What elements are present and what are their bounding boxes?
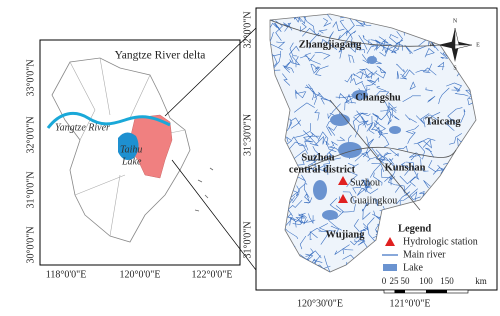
y-tick-label: 31°0'0"N [25,171,36,208]
station-label: Suzhou [350,177,380,188]
scale-label: 0 [382,276,387,286]
scale-label: 50 [401,276,411,286]
district-label: Suzhou [301,152,334,163]
scale-unit: km [475,276,487,286]
place-label: Kunshan [385,162,426,173]
compass [438,27,473,62]
lake [389,126,401,134]
lake [313,180,327,200]
lake [367,56,377,64]
scale-label: 100 [419,276,433,286]
place-label: Taicang [425,116,461,127]
connector [164,27,257,117]
compass-label: W [429,42,435,48]
compass-label: S [453,65,456,71]
lake-label: Taihu [120,144,142,155]
station-marker [338,176,348,185]
yangtze-river [46,111,171,129]
scale-bar [383,289,469,294]
station-label: Guajingkou [350,195,397,206]
taihu-lake [118,132,139,160]
district-borders [269,19,457,211]
legend-label: Hydrologic station [403,236,478,247]
river-label: Yangtze River [55,122,110,133]
place-label: Changshu [355,92,401,103]
y-tick-label: 33°0'0"N [25,59,36,96]
scale-label: 150 [440,276,454,286]
x-tick-label: 120°30'0"E [297,298,343,309]
scale-label: 25 [390,276,400,286]
study-area [269,13,477,273]
y-tick-label: 32°0'0"N [25,116,36,153]
x-tick-label: 118°0'0"E [46,269,87,280]
y-tick-label: 30°0'0"N [25,226,36,263]
connector [171,159,257,271]
islands [194,167,214,212]
legend-label: Lake [403,262,424,273]
lake-label: Lake [121,156,142,167]
lake [338,142,362,158]
y-tick-label: 32°0'0"N [242,11,253,48]
y-tick-label: 31°0'0"N [242,221,253,258]
legend-symbol [385,237,395,246]
province-borders [69,57,186,237]
place-label: Wujiang [326,229,366,240]
legend-label: Main river [403,249,446,260]
x-tick-label: 121°0'0"E [390,298,431,309]
x-tick-label: 122°0'0"E [192,269,233,280]
legend-title: Legend [398,223,431,234]
compass-label: N [453,18,458,24]
lake [330,114,350,126]
place-label: Zhangjiagang [299,39,362,50]
compass-label: E [476,42,480,48]
lake [322,210,338,220]
station-marker [338,194,348,203]
legend-symbol [383,264,397,271]
district-label: central district [289,164,356,175]
river-network [270,14,476,272]
left-title: Yangtze River delta [115,50,206,62]
y-tick-label: 31°30'0"N [242,114,253,156]
x-tick-label: 120°0'0"E [120,269,161,280]
lake [352,90,368,100]
